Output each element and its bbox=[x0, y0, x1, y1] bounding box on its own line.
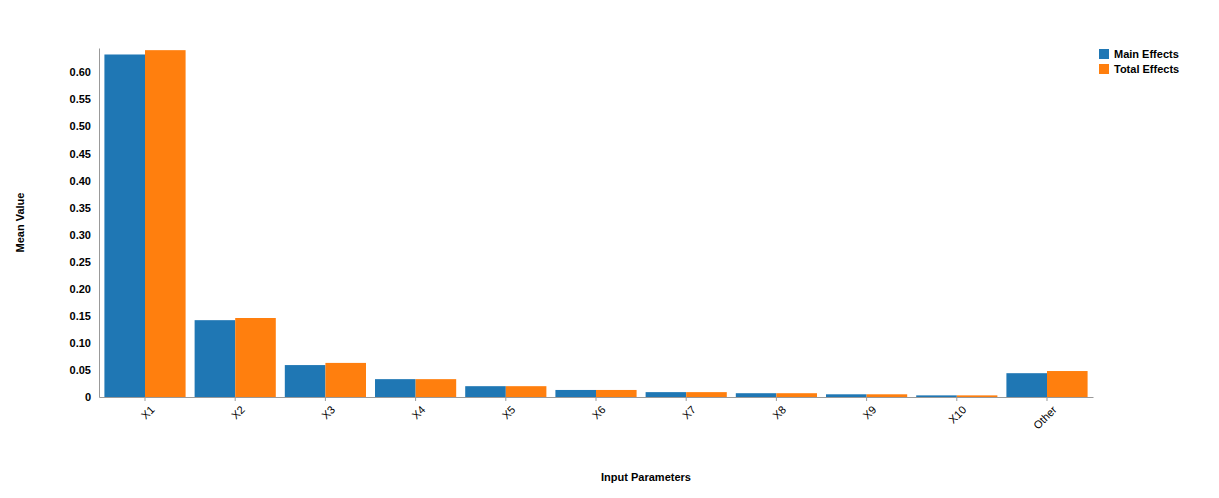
bar bbox=[325, 363, 366, 397]
x-tick-label: Other bbox=[1031, 403, 1059, 431]
x-tick: X5 bbox=[500, 397, 518, 421]
bar bbox=[1047, 371, 1088, 397]
bar bbox=[867, 394, 908, 397]
y-tick: 0.25 bbox=[70, 256, 99, 268]
x-tick: X4 bbox=[409, 397, 427, 421]
y-tick-label: 0.50 bbox=[70, 120, 91, 132]
bar bbox=[285, 365, 326, 397]
x-tick-mark bbox=[505, 397, 506, 401]
x-tick-mark bbox=[1046, 397, 1047, 401]
x-tick: X2 bbox=[229, 397, 247, 421]
y-tick: 0.40 bbox=[70, 175, 99, 187]
x-tick-mark bbox=[956, 397, 957, 401]
y-axis-title: Mean Value bbox=[14, 193, 26, 253]
x-tick-label: X7 bbox=[680, 403, 698, 421]
y-tick-label: 0.60 bbox=[70, 66, 91, 78]
legend-swatch bbox=[1099, 49, 1109, 59]
x-tick-label: X4 bbox=[409, 403, 427, 421]
x-tick-label: X2 bbox=[229, 403, 247, 421]
y-tick: 0.45 bbox=[70, 148, 99, 160]
x-tick: Other bbox=[1031, 397, 1059, 431]
bar bbox=[1006, 373, 1047, 397]
legend-label: Main Effects bbox=[1114, 48, 1179, 60]
bar bbox=[104, 54, 145, 397]
legend-item: Main Effects bbox=[1099, 48, 1179, 60]
x-tick: X1 bbox=[139, 397, 157, 421]
bar-series bbox=[145, 50, 1088, 397]
bar bbox=[826, 394, 867, 397]
bar bbox=[957, 395, 998, 397]
bar bbox=[416, 379, 457, 397]
y-tick-label: 0.55 bbox=[70, 93, 91, 105]
x-tick-mark bbox=[776, 397, 777, 401]
x-tick: X9 bbox=[860, 397, 878, 421]
x-tick-label: X1 bbox=[139, 403, 157, 421]
y-tick: 0.15 bbox=[70, 310, 99, 322]
x-tick: X6 bbox=[590, 397, 608, 421]
x-tick-label: X5 bbox=[500, 403, 518, 421]
y-tick: 0.30 bbox=[70, 229, 99, 241]
bar bbox=[686, 392, 727, 397]
x-tick-mark bbox=[866, 397, 867, 401]
legend-item: Total Effects bbox=[1099, 63, 1179, 75]
x-tick-mark bbox=[596, 397, 597, 401]
y-tick-label: 0 bbox=[85, 391, 91, 403]
bars bbox=[104, 50, 1087, 397]
legend-label: Total Effects bbox=[1114, 63, 1179, 75]
bar bbox=[776, 393, 817, 397]
y-tick: 0.35 bbox=[70, 202, 99, 214]
bar bbox=[375, 379, 416, 397]
x-tick-mark bbox=[145, 397, 146, 401]
y-tick: 0.05 bbox=[70, 364, 99, 376]
bar bbox=[555, 390, 596, 397]
bar bbox=[916, 395, 957, 397]
y-tick-label: 0.35 bbox=[70, 202, 91, 214]
y-axis-line bbox=[99, 49, 100, 398]
bar bbox=[736, 393, 777, 397]
x-tick-label: X10 bbox=[946, 403, 968, 425]
x-tick-mark bbox=[686, 397, 687, 401]
x-tick: X3 bbox=[319, 397, 337, 421]
chart: 0 0.05 0.10 0.15 0.20 0.25 0.30 0.35 0.40 0.45 0.5… bbox=[0, 0, 1219, 498]
y-tick-label: 0.20 bbox=[70, 283, 91, 295]
y-tick: 0.20 bbox=[70, 283, 99, 295]
x-tick-mark bbox=[415, 397, 416, 401]
y-tick-label: 0.30 bbox=[70, 229, 91, 241]
y-tick: 0.10 bbox=[70, 337, 99, 349]
bar bbox=[145, 50, 186, 397]
x-tick: X10 bbox=[946, 397, 968, 426]
x-tick: X8 bbox=[770, 397, 788, 421]
y-tick-label: 0.40 bbox=[70, 175, 91, 187]
y-tick-label: 0.05 bbox=[70, 364, 91, 376]
y-tick: 0 bbox=[85, 391, 99, 403]
x-tick-mark bbox=[235, 397, 236, 401]
bar bbox=[646, 392, 687, 397]
y-tick-label: 0.25 bbox=[70, 256, 91, 268]
bar bbox=[465, 386, 506, 397]
bar bbox=[596, 390, 637, 397]
x-tick-mark bbox=[325, 397, 326, 401]
x-axis: X1 X2 X3 X4 X5 X6 X7 X8 X9 X10 Other bbox=[100, 397, 1094, 431]
y-tick-label: 0.15 bbox=[70, 310, 91, 322]
y-tick: 0.55 bbox=[70, 93, 99, 105]
bar bbox=[235, 318, 276, 397]
bar bbox=[195, 320, 236, 397]
bar-series bbox=[104, 54, 1047, 397]
x-tick-label: X9 bbox=[860, 403, 878, 421]
y-axis: 0 0.05 0.10 0.15 0.20 0.25 0.30 0.35 0.40 0.45 0.5… bbox=[70, 49, 100, 404]
legend-swatch bbox=[1099, 64, 1109, 74]
y-tick-label: 0.10 bbox=[70, 337, 91, 349]
y-tick: 0.60 bbox=[70, 66, 99, 78]
x-tick: X7 bbox=[680, 397, 698, 421]
legend: Main Effects Total Effects bbox=[1099, 48, 1179, 75]
x-axis-title: Input Parameters bbox=[601, 471, 691, 483]
y-tick: 0.50 bbox=[70, 120, 99, 132]
x-tick-label: X8 bbox=[770, 403, 788, 421]
bar bbox=[506, 386, 547, 397]
y-tick-label: 0.45 bbox=[70, 148, 91, 160]
x-tick-label: X3 bbox=[319, 403, 337, 421]
x-tick-label: X6 bbox=[590, 403, 608, 421]
